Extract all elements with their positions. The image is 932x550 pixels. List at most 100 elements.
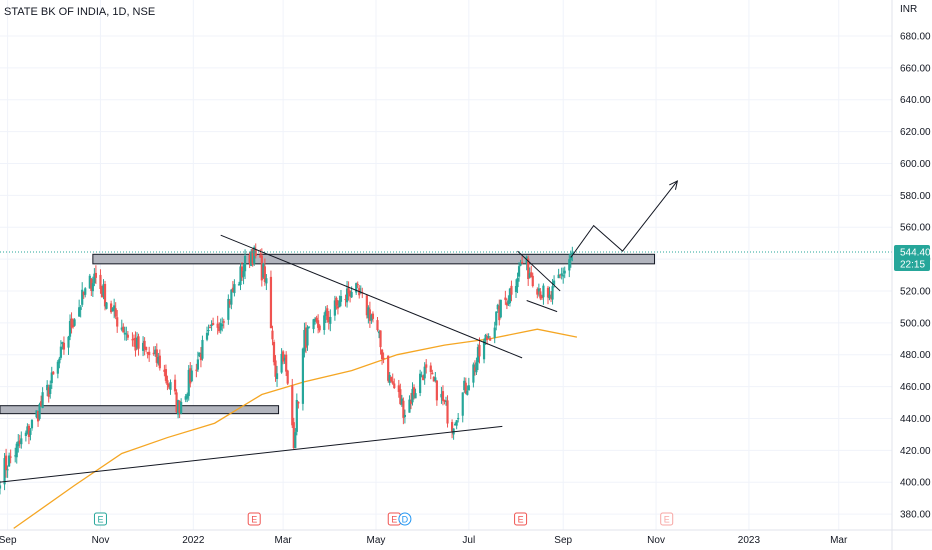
candle-body [254,249,257,257]
candle-body [231,287,234,292]
time-tick-label: Jul [462,535,475,546]
drawing-lines[interactable] [0,180,892,483]
candle-body [318,325,321,331]
earnings-event-icon [93,512,107,526]
candle-body [317,320,320,328]
candle-body [333,300,336,316]
candle-body [571,252,574,255]
price-tick-label: 560.00 [900,223,931,234]
candle-body [222,321,225,323]
candle-body [275,373,279,379]
candle-body [265,278,268,284]
candle-body [166,380,169,386]
candle-body [49,384,52,394]
candle-body [100,287,104,298]
candle-body [212,323,215,325]
candle-body [450,422,454,432]
candle-body [355,283,358,293]
candle-body [145,346,148,351]
candle-body [123,332,126,335]
candle-body [61,342,64,345]
flag-lower-line [526,300,558,313]
candle-body [420,375,423,377]
candle-body [429,365,432,372]
candle-body [251,249,254,265]
time-tick-label: 2023 [738,535,761,546]
candle-body [195,369,198,371]
candle-body [4,455,8,470]
candle-body [20,438,23,445]
candle-body [283,357,286,361]
candle-body [152,352,155,355]
candle-body [508,288,512,304]
candle-body [260,255,263,281]
time-tick-label: Mar [275,535,293,546]
candle-body [248,255,251,264]
candle-body [167,384,171,388]
candle-body [485,336,489,340]
candle-body [435,380,438,401]
grid [0,0,892,530]
candle-body [324,310,327,316]
candle-body [291,385,294,426]
candle-body [201,339,204,359]
price-tick-label: 440.00 [900,414,931,425]
candle-body [528,273,531,278]
candle-body [35,410,38,418]
candle-body [344,299,347,301]
time-tick-label: Sep [554,535,572,546]
candle-body [262,263,265,278]
support-zone [0,405,280,415]
candle-body [105,302,108,309]
candle-body [36,410,40,422]
candle-body [377,331,381,334]
candle-body [253,247,256,264]
earnings-event-icon [514,512,528,526]
dividend-event-icon [398,512,412,526]
candle-body [425,364,428,368]
event-label: D [402,515,409,525]
candle-body [531,275,534,287]
candle-body [114,308,117,317]
candle-body [414,393,417,399]
candle-body [178,400,181,413]
candle-body [393,383,396,389]
candle-body [510,285,513,295]
candle-body [431,372,434,375]
candle-body [0,485,2,489]
candle-body [530,272,533,278]
candle-body [301,348,305,404]
candle-body [559,274,562,276]
candle-body [482,340,486,360]
candle-body [345,288,349,303]
candle-body [187,369,190,397]
candle-body [271,330,274,340]
candle-body [196,359,199,370]
candle-body [27,425,31,437]
candle-body [472,364,475,383]
candle-body [131,339,134,341]
candle-body [84,288,87,295]
candle-body [295,399,298,432]
candle-body [504,297,507,300]
candle-body [390,376,393,382]
candle-body [368,309,371,321]
candle-body [240,266,244,278]
candle-body [493,327,496,338]
event-label: E [664,515,670,525]
candle-body [73,319,76,326]
candle-body [285,354,288,372]
candle-body [495,311,498,326]
candle-body [263,266,266,282]
candle-body [537,288,540,292]
candle-body [243,255,247,272]
candle-body [367,307,370,319]
candle-body [379,330,382,348]
candle-body [527,258,530,280]
candle-body [120,327,123,330]
candle-body [210,324,213,327]
candle-body [412,387,416,396]
